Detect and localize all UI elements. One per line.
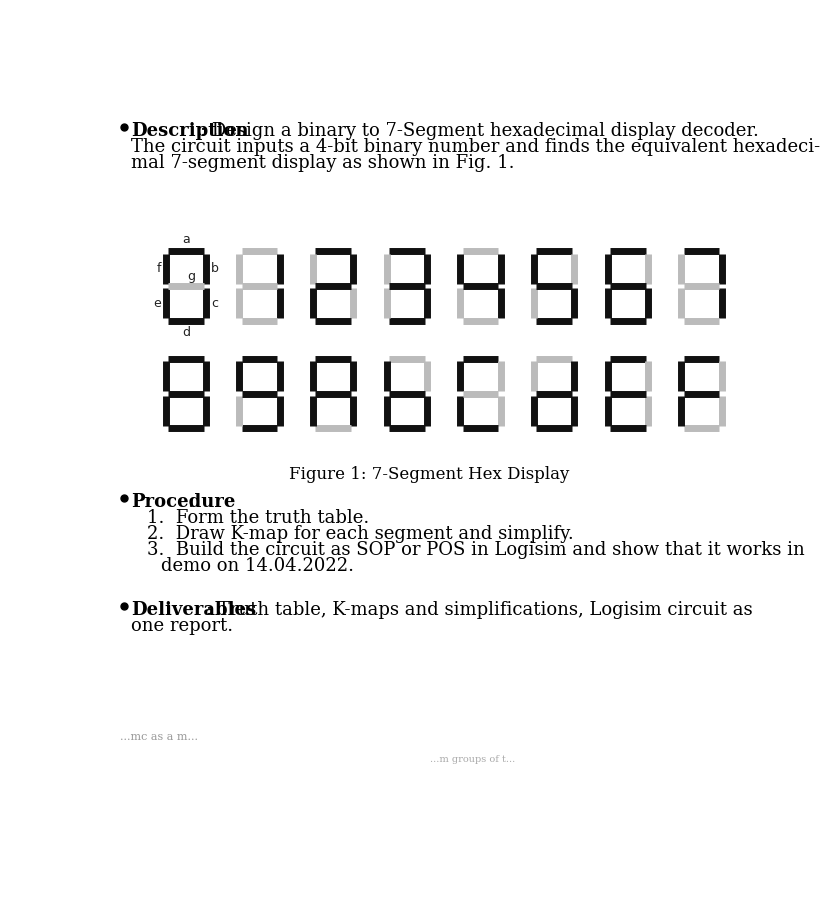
Text: ...m groups of t...: ...m groups of t... [430, 755, 515, 764]
Text: b: b [211, 262, 218, 275]
Text: c: c [211, 296, 217, 310]
Text: Deliverables: Deliverables [130, 601, 256, 619]
Text: a: a [182, 233, 190, 246]
Text: Description: Description [130, 122, 248, 140]
Text: f: f [156, 262, 161, 275]
Text: 2.  Draw K-map for each segment and simplify.: 2. Draw K-map for each segment and simpl… [147, 525, 573, 543]
Text: d: d [181, 326, 190, 339]
Text: g: g [187, 270, 196, 283]
Text: Figure 1: 7-Segment Hex Display: Figure 1: 7-Segment Hex Display [288, 466, 568, 483]
Text: 1.  Form the truth table.: 1. Form the truth table. [147, 509, 369, 527]
Text: Procedure: Procedure [130, 493, 235, 511]
Text: ...mc as a m...: ...mc as a m... [120, 732, 198, 742]
Text: : Truth table, K-maps and simplifications, Logisim circuit as: : Truth table, K-maps and simplification… [206, 601, 752, 619]
Text: demo on 14.04.2022.: demo on 14.04.2022. [161, 557, 354, 575]
Text: e: e [153, 296, 161, 310]
Text: :: : [187, 493, 193, 511]
Text: one report.: one report. [130, 617, 232, 635]
Text: : Design a binary to 7-Segment hexadecimal display decoder.: : Design a binary to 7-Segment hexadecim… [200, 122, 757, 140]
Text: mal 7-segment display as shown in Fig. 1.: mal 7-segment display as shown in Fig. 1… [130, 154, 514, 172]
Text: The circuit inputs a 4-bit binary number and finds the equivalent hexadeci-: The circuit inputs a 4-bit binary number… [130, 138, 819, 156]
Text: 3.  Build the circuit as SOP or POS in Logisim and show that it works in: 3. Build the circuit as SOP or POS in Lo… [147, 542, 804, 560]
